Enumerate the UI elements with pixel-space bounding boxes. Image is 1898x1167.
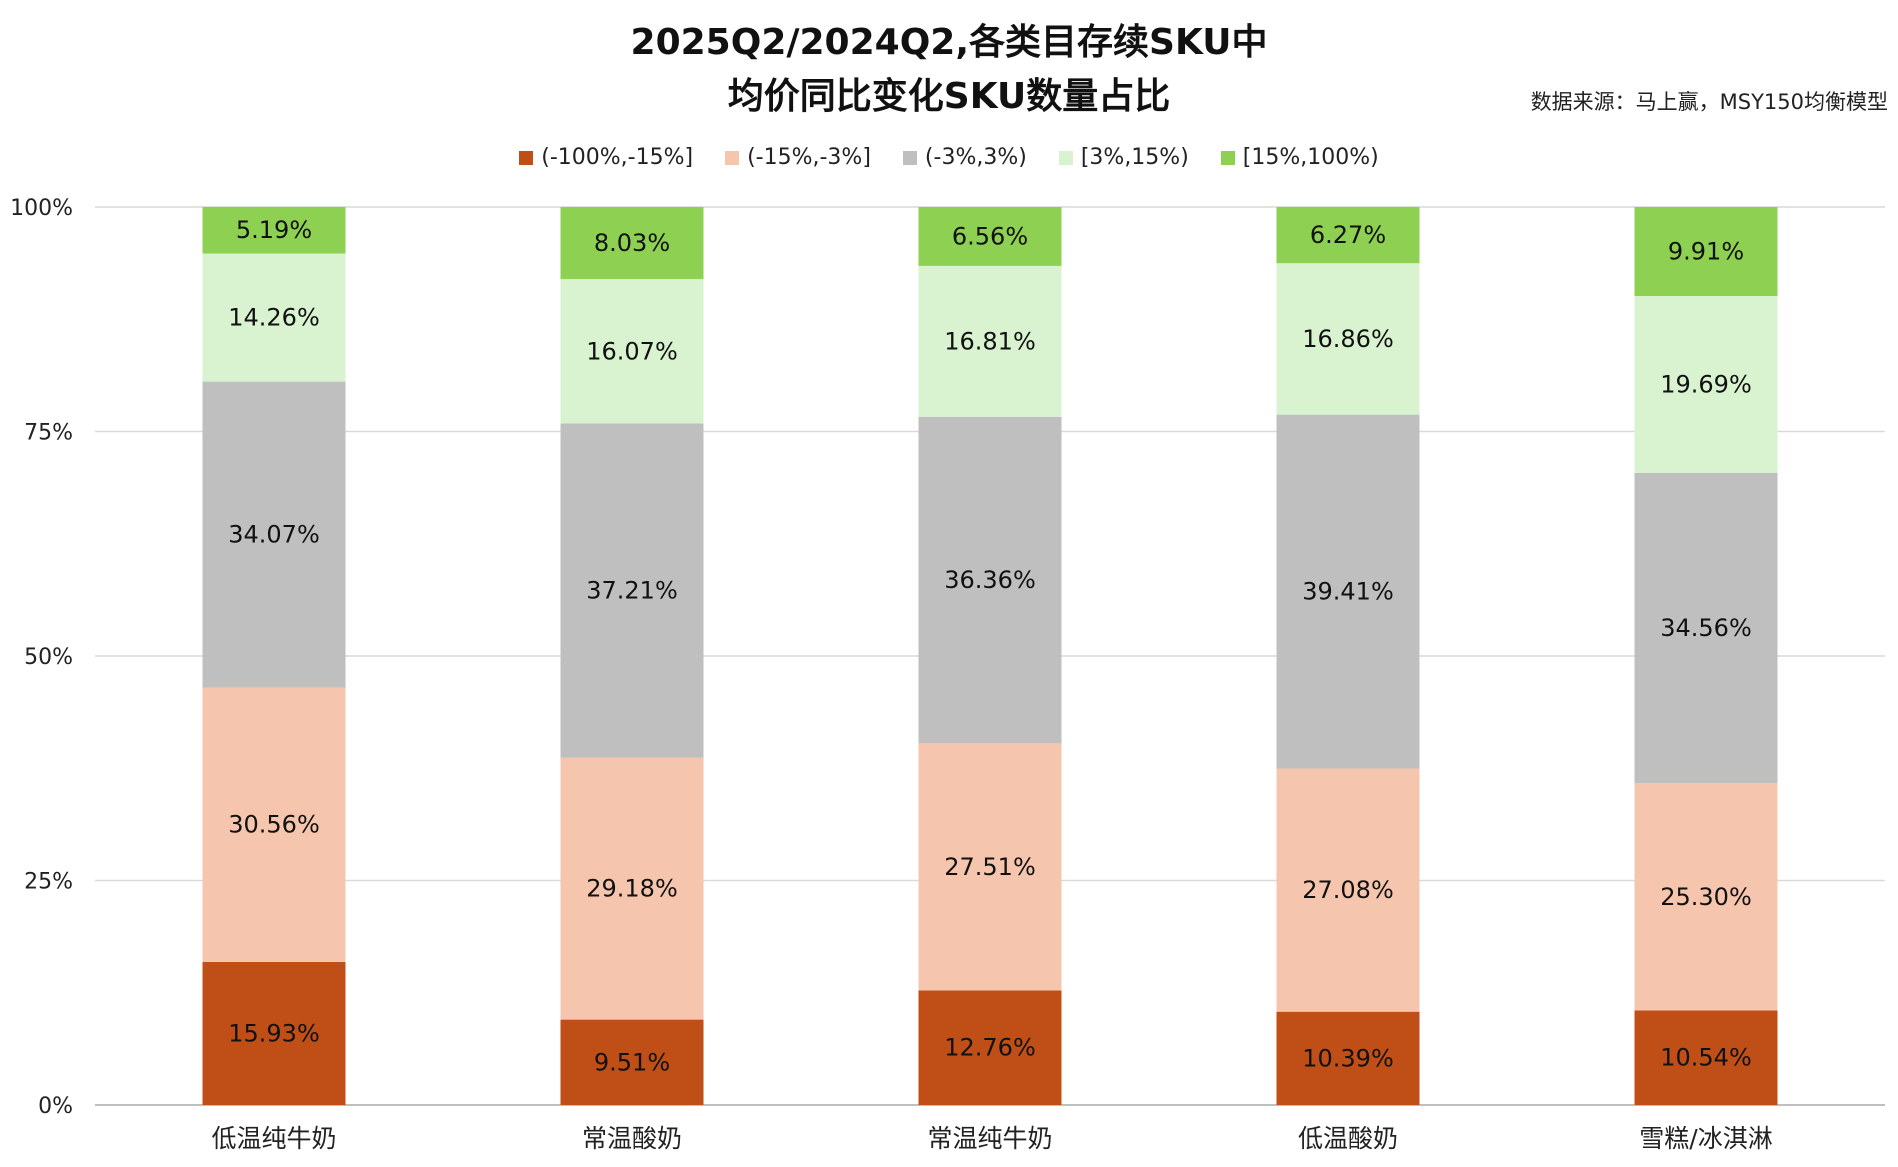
bar-segment: [202, 381, 346, 688]
legend-swatch: [725, 150, 740, 165]
y-tick-label: 75%: [24, 421, 73, 446]
data-label: 8.03%: [594, 229, 670, 257]
x-tick-label: 常温纯牛奶: [927, 1124, 1052, 1153]
data-label: 39.41%: [1302, 578, 1394, 606]
data-label: 12.76%: [944, 1034, 1036, 1062]
y-tick-label: 25%: [24, 870, 73, 895]
data-label: 6.27%: [1310, 221, 1386, 249]
data-label: 37.21%: [586, 576, 678, 604]
bar-segment: [1634, 295, 1778, 473]
data-label: 27.51%: [944, 853, 1036, 881]
chart-legend: (-100%,-15%] (-15%,-3%] (-3%,3%) [3%,15%) [1…: [0, 145, 1898, 170]
bar-segment: [918, 743, 1062, 991]
bar-segment: [560, 279, 704, 424]
data-label: 10.39%: [1302, 1044, 1394, 1072]
legend-swatch: [902, 150, 917, 165]
bar-segment: [1276, 414, 1420, 769]
legend-swatch: [519, 150, 534, 165]
data-label: 25.30%: [1660, 883, 1752, 911]
data-label: 9.91%: [1668, 237, 1744, 265]
bar-segment: [560, 207, 704, 280]
bar-segment: [1634, 472, 1778, 784]
data-label: 16.81%: [944, 327, 1036, 355]
data-label: 34.07%: [228, 521, 320, 549]
bar-segment: [202, 961, 346, 1105]
legend-item: (-3%,3%): [902, 145, 1027, 170]
bar-segment: [560, 423, 704, 758]
legend-item: [3%,15%): [1058, 145, 1189, 170]
bar-segment: [1634, 783, 1778, 1011]
legend-label: (-100%,-15%]: [541, 145, 694, 170]
data-label: 16.07%: [586, 337, 678, 365]
bar-segment: [202, 206, 346, 254]
y-tick-label: 50%: [24, 645, 73, 670]
bar-segment: [918, 207, 1062, 266]
bar-segment: [202, 687, 346, 962]
data-label: 5.19%: [236, 216, 312, 244]
data-label: 9.51%: [594, 1048, 670, 1076]
legend-label: (-3%,3%): [924, 145, 1027, 170]
legend-label: [15%,100%): [1242, 145, 1379, 170]
bar-segment: [560, 1019, 704, 1105]
bar-segment: [560, 757, 704, 1020]
legend-label: (-15%,-3%]: [747, 145, 871, 170]
y-tick-label: 0%: [38, 1094, 73, 1119]
y-tick-label: 100%: [10, 196, 73, 221]
data-label: 36.36%: [944, 566, 1036, 594]
bar-segment: [1276, 263, 1420, 415]
legend-swatch: [1058, 150, 1073, 165]
data-label: 14.26%: [228, 304, 320, 332]
bar-segment: [918, 990, 1062, 1105]
x-tick-label: 雪糕/冰淇淋: [1639, 1124, 1772, 1153]
bar-segment: [918, 416, 1062, 744]
data-label: 15.93%: [228, 1019, 320, 1047]
x-tick-label: 低温纯牛奶: [211, 1124, 336, 1153]
chart-title-line-2: 均价同比变化SKU数量占比: [727, 76, 1171, 117]
data-label: 16.86%: [1302, 325, 1394, 353]
x-tick-label: 常温酸奶: [582, 1124, 682, 1153]
chart-title-line-1: 2025Q2/2024Q2,各类目存续SKU中: [630, 22, 1268, 63]
data-label: 34.56%: [1660, 614, 1752, 642]
data-label: 29.18%: [586, 875, 678, 903]
bar-segment: [1634, 207, 1778, 296]
data-label: 10.54%: [1660, 1044, 1752, 1072]
data-label: 6.56%: [952, 222, 1028, 250]
data-label: 27.08%: [1302, 876, 1394, 904]
bar-segment: [1276, 768, 1420, 1012]
x-tick-label: 低温酸奶: [1298, 1124, 1398, 1153]
legend-item: (-15%,-3%]: [725, 145, 871, 170]
data-source-note: 数据来源：马上赢，MSY150均衡模型: [1530, 90, 1888, 114]
legend-swatch: [1220, 150, 1235, 165]
data-label: 19.69%: [1660, 370, 1752, 398]
legend-item: [15%,100%): [1220, 145, 1379, 170]
bar-segment: [1276, 206, 1420, 264]
bar-segment: [1634, 1010, 1778, 1105]
bar-segment: [1276, 1011, 1420, 1105]
bar-segment: [202, 253, 346, 382]
legend-label: [3%,15%): [1080, 145, 1189, 170]
data-label: 30.56%: [228, 811, 320, 839]
bar-segment: [918, 265, 1062, 417]
legend-item: (-100%,-15%]: [519, 145, 693, 170]
